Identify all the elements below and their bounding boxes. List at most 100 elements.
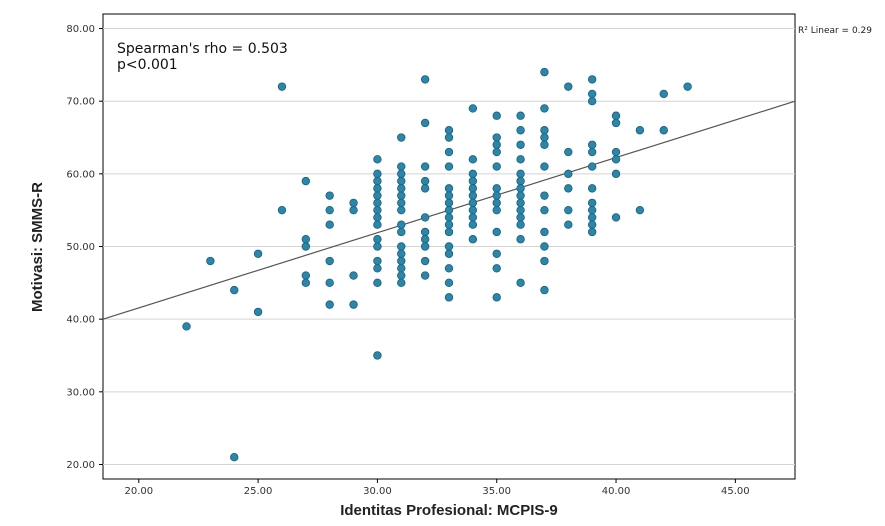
data-point bbox=[564, 82, 573, 91]
data-point bbox=[373, 198, 382, 208]
data-point bbox=[397, 220, 406, 229]
data-point bbox=[564, 147, 573, 157]
data-point bbox=[492, 140, 501, 149]
data-point bbox=[325, 220, 334, 229]
data-point bbox=[611, 147, 621, 157]
data-point bbox=[397, 278, 406, 288]
data-point bbox=[373, 184, 382, 193]
data-point bbox=[492, 249, 501, 258]
data-point bbox=[587, 184, 597, 193]
data-point bbox=[468, 213, 478, 222]
data-point bbox=[611, 155, 621, 164]
data-point bbox=[540, 227, 549, 237]
data-point bbox=[420, 184, 430, 193]
data-point bbox=[516, 278, 525, 288]
tick-labels: 20.00 30.00 40.00 50.00 60.00 70.00 80.00 20.00… bbox=[66, 24, 749, 497]
data-point bbox=[540, 140, 549, 149]
x-tick-label: 45.00 bbox=[721, 486, 750, 497]
data-point bbox=[206, 256, 215, 266]
data-point bbox=[587, 147, 597, 157]
data-point bbox=[587, 140, 597, 149]
y-tick-label: 70.00 bbox=[66, 97, 95, 108]
data-point bbox=[253, 249, 263, 258]
data-point bbox=[301, 271, 311, 280]
data-point bbox=[516, 155, 525, 164]
data-point bbox=[468, 220, 478, 229]
data-point bbox=[492, 184, 501, 193]
data-point bbox=[444, 126, 454, 135]
data-point bbox=[444, 278, 454, 288]
data-point bbox=[540, 256, 549, 266]
data-point bbox=[444, 198, 454, 208]
data-point bbox=[420, 118, 430, 128]
data-point bbox=[444, 162, 454, 171]
data-point bbox=[397, 184, 406, 193]
data-point bbox=[420, 162, 430, 171]
data-point bbox=[373, 155, 382, 164]
data-point bbox=[397, 198, 406, 208]
data-point bbox=[301, 278, 311, 288]
data-point bbox=[564, 205, 573, 215]
data-point bbox=[397, 256, 406, 266]
data-point bbox=[444, 220, 454, 229]
data-point bbox=[659, 126, 668, 135]
data-point bbox=[492, 111, 501, 120]
data-point bbox=[468, 176, 478, 186]
data-point bbox=[397, 133, 406, 142]
data-point bbox=[444, 147, 454, 157]
data-point bbox=[373, 205, 382, 215]
data-point bbox=[516, 191, 525, 200]
data-point bbox=[492, 133, 501, 142]
data-point bbox=[635, 205, 645, 215]
data-point bbox=[373, 235, 382, 244]
data-point bbox=[444, 213, 454, 222]
data-point bbox=[468, 235, 478, 244]
x-tick-label: 30.00 bbox=[363, 486, 392, 497]
data-point bbox=[444, 184, 454, 193]
data-point bbox=[373, 256, 382, 266]
data-point bbox=[611, 111, 621, 120]
data-point bbox=[564, 169, 573, 179]
data-point bbox=[277, 82, 287, 91]
data-point bbox=[492, 162, 501, 171]
data-point bbox=[516, 169, 525, 179]
data-point bbox=[564, 184, 573, 193]
data-point bbox=[587, 213, 597, 222]
data-point bbox=[587, 205, 597, 215]
data-point bbox=[373, 220, 382, 229]
data-point bbox=[253, 307, 263, 317]
data-point bbox=[635, 126, 645, 135]
data-point bbox=[468, 205, 478, 215]
data-point bbox=[325, 300, 334, 309]
data-point bbox=[420, 235, 430, 244]
y-tick-label: 40.00 bbox=[66, 315, 95, 326]
data-point bbox=[468, 155, 478, 164]
data-point bbox=[516, 176, 525, 186]
data-point bbox=[420, 271, 430, 280]
data-point bbox=[611, 213, 621, 222]
data-point bbox=[325, 191, 334, 200]
data-point bbox=[564, 220, 573, 229]
data-point bbox=[420, 256, 430, 266]
data-point bbox=[444, 191, 454, 200]
data-point bbox=[420, 213, 430, 222]
data-point bbox=[397, 169, 406, 179]
data-point bbox=[373, 278, 382, 288]
x-tick-label: 35.00 bbox=[482, 486, 511, 497]
data-point bbox=[492, 147, 501, 157]
data-point bbox=[540, 104, 549, 113]
data-point bbox=[444, 205, 454, 215]
data-point bbox=[468, 104, 478, 113]
data-point bbox=[420, 242, 430, 251]
data-point bbox=[492, 293, 501, 302]
data-point bbox=[587, 96, 597, 106]
data-point bbox=[492, 205, 501, 215]
data-point bbox=[587, 162, 597, 171]
data-point bbox=[349, 205, 358, 215]
data-point bbox=[373, 264, 382, 273]
data-point bbox=[540, 285, 549, 295]
data-point bbox=[468, 191, 478, 200]
data-point bbox=[444, 249, 454, 258]
annotation-rho: Spearman's rho = 0.503 bbox=[117, 41, 288, 57]
